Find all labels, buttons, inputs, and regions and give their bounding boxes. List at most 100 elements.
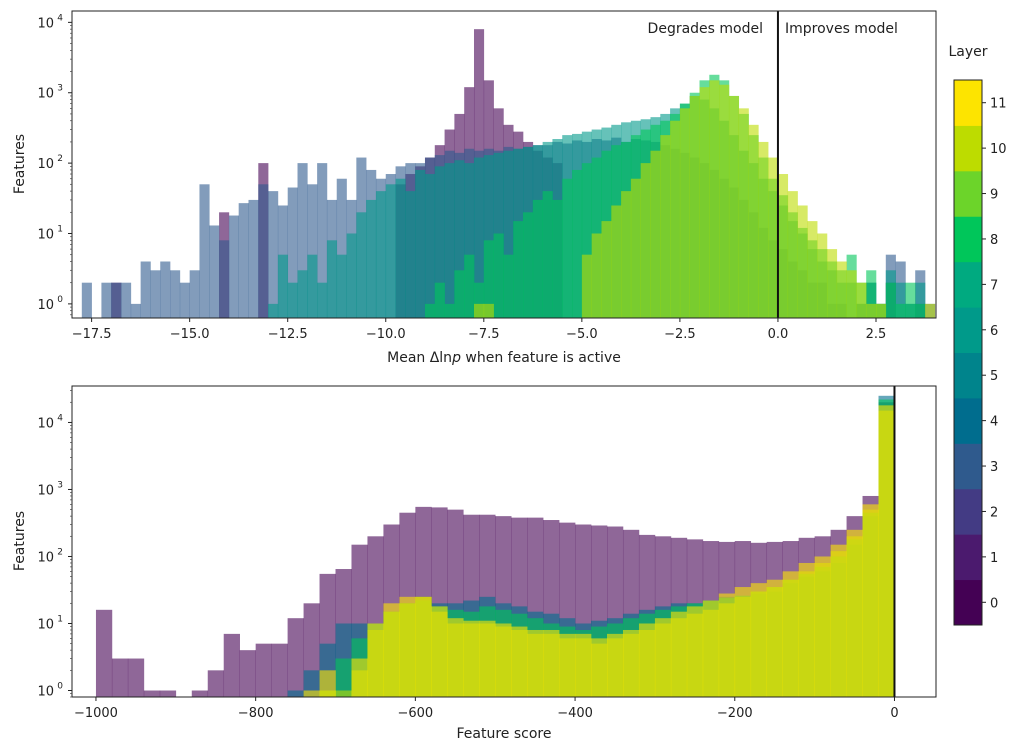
histogram-bar-layer-8	[552, 199, 563, 318]
histogram-bar-layer-8	[572, 169, 583, 318]
histogram-bar-layer-10	[875, 303, 887, 318]
x-tick-label: 2.5	[866, 327, 887, 342]
y-tick-exponent: 3	[57, 480, 63, 490]
histogram-bar-layer-0	[223, 633, 240, 697]
histogram-bar-layer-11	[718, 593, 736, 697]
histogram-bar-layer-10	[719, 84, 730, 318]
histogram-bar-layer-8	[444, 303, 455, 318]
colorbar-tick-label: 1	[990, 551, 998, 566]
histogram-bar-layer-0	[159, 690, 177, 697]
histogram-bar-layer-10	[591, 233, 602, 318]
colorbar-cell-layer-2	[954, 488, 982, 535]
histogram-bar-layer-10	[699, 87, 710, 318]
histogram-bar-layer-10	[335, 690, 352, 697]
histogram-bar-layer-8	[523, 212, 534, 318]
colorbar-cell-layer-6	[954, 307, 982, 353]
histogram-bar-layer-11	[351, 658, 368, 697]
colorbar-tick-label: 2	[990, 505, 998, 520]
bottom-bars	[95, 395, 895, 697]
histogram-bar-layer-8	[434, 282, 445, 318]
histogram-bar-layer-0	[207, 670, 225, 697]
histogram-bar-layer-8	[513, 221, 524, 318]
histogram-bar-layer-11	[814, 556, 831, 697]
y-tick-exponent: 2	[57, 154, 63, 164]
histogram-bar-layer-11	[383, 603, 400, 697]
x-tick-label: −2.5	[664, 327, 696, 342]
histogram-bar-layer-8	[464, 254, 475, 318]
top-y-axis-label: Features	[12, 134, 28, 194]
histogram-bar-layer-6	[915, 282, 926, 318]
histogram-bar-layer-8	[335, 658, 352, 697]
histogram-bar-layer-6	[424, 174, 436, 318]
histogram-bar-layer-6	[405, 191, 416, 318]
histogram-bar-layer-3	[228, 215, 239, 318]
histogram-bar-layer-6	[268, 303, 279, 318]
histogram-bar-layer-10	[856, 282, 867, 318]
x-tick-label: −7.5	[468, 327, 500, 342]
histogram-bar-layer-8	[473, 282, 485, 318]
y-tick-label: 10	[37, 550, 54, 565]
histogram-bar-layer-3	[209, 225, 220, 318]
histogram-bar-layer-10	[640, 163, 651, 318]
histogram-bar-layer-11	[399, 596, 416, 697]
y-tick-label: 10	[37, 617, 54, 632]
y-tick-label: 10	[37, 16, 54, 31]
histogram-bar-layer-3	[219, 240, 230, 318]
histogram-bar-layer-11	[734, 587, 752, 697]
histogram-bar-layer-11	[654, 618, 672, 697]
colorbar-tick-label: 9	[990, 188, 998, 203]
y-tick-exponent: 2	[57, 547, 63, 557]
y-tick-exponent: 3	[57, 84, 63, 94]
histogram-bar-layer-8	[493, 233, 504, 318]
xlabel-part: Mean Δln	[387, 350, 452, 366]
x-tick-label: −200	[717, 706, 753, 721]
bottom-y-axis-label: Features	[12, 511, 28, 571]
histogram-bar-layer-6	[385, 184, 396, 318]
bottom-axes-frame	[71, 385, 937, 698]
colorbar-cell-layer-1	[954, 534, 982, 581]
histogram-bar-layer-10	[679, 108, 691, 319]
histogram-bar-layer-6	[454, 160, 465, 318]
histogram-bar-layer-3	[170, 270, 181, 318]
histogram-bar-layer-10	[728, 95, 740, 318]
bottom-x-axis-label: Feature score	[457, 726, 552, 742]
histogram-bar-layer-11	[575, 633, 592, 697]
colorbar-cells: 0 1 2 3 4 5 6 7 8 9 10 11	[954, 80, 1007, 626]
histogram-bar-layer-6	[395, 178, 406, 318]
histogram-bar-layer-3	[150, 270, 161, 318]
histogram-bar-layer-3	[297, 163, 308, 318]
histogram-bar-layer-6	[434, 166, 445, 318]
y-tick-label: 10	[37, 227, 54, 242]
top-bars	[81, 29, 936, 319]
x-tick-label: −1000	[74, 706, 118, 721]
colorbar-cell-layer-4	[954, 397, 982, 444]
x-tick-label: −800	[238, 706, 274, 721]
histogram-bar-layer-10	[581, 254, 592, 318]
colorbar-cell-layer-5	[954, 352, 982, 399]
colorbar-tick-label: 4	[990, 415, 998, 430]
histogram-bar-layer-3	[81, 282, 92, 318]
histogram-bar-layer-6	[375, 191, 387, 318]
histogram-bar-layer-10	[689, 95, 700, 318]
histogram-bar-layer-10	[768, 157, 779, 318]
colorbar-cell-layer-9	[954, 170, 982, 217]
histogram-bar-layer-11	[830, 544, 847, 697]
colorbar-tick-label: 0	[990, 596, 998, 611]
histogram-bar-layer-10	[738, 108, 749, 319]
y-tick-exponent: 4	[57, 413, 63, 423]
colorbar-tick-label: 8	[990, 233, 998, 248]
histogram-bar-layer-11	[878, 405, 895, 697]
histogram-bar-layer-0	[191, 690, 209, 697]
colorbar-tick-label: 10	[990, 142, 1007, 157]
colorbar-tick-label: 6	[990, 324, 998, 339]
histogram-bar-layer-11	[559, 633, 576, 697]
histogram-bar-layer-0	[143, 690, 161, 697]
x-tick-label: 0.0	[768, 327, 789, 342]
histogram-bar-layer-10	[807, 221, 818, 318]
histogram-bar-layer-11	[431, 606, 448, 697]
histogram-bar-layer-10	[925, 303, 936, 318]
histogram-bar-layer-10	[621, 191, 632, 318]
histogram-bar-layer-8	[915, 303, 926, 318]
histogram-bar-layer-0	[127, 658, 145, 697]
